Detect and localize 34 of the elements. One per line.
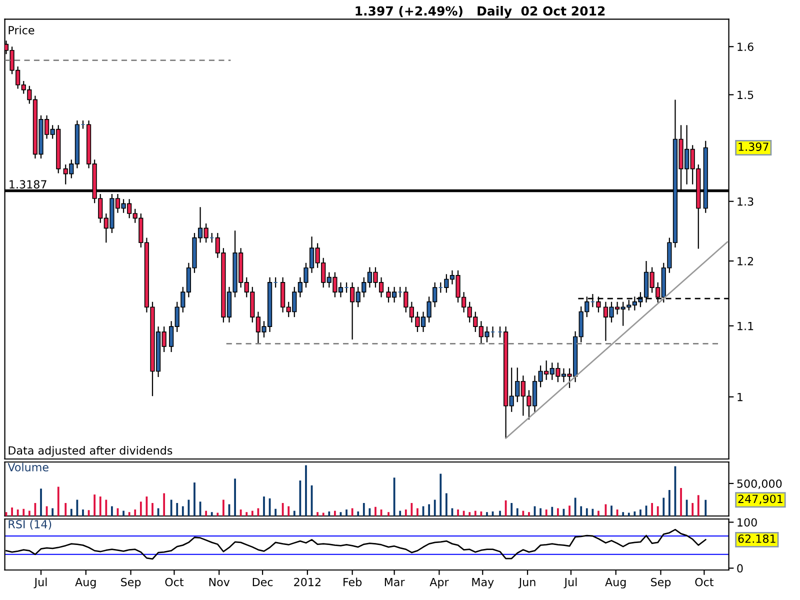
x-tick-label: Sep <box>121 578 141 588</box>
y-tick-label: 1.5 <box>738 90 754 100</box>
annotation: 1.397 <box>738 142 768 151</box>
x-tick-label: May <box>472 578 494 588</box>
y-axis-title: RSI (14) <box>8 520 52 530</box>
x-tick-label: Dec <box>252 578 273 586</box>
y-tick-label: 500,000 <box>737 479 782 489</box>
y-tick-label: 1 <box>738 392 742 402</box>
annotation: 62.181 <box>738 534 776 543</box>
y-tick-label: 1.3 <box>738 197 754 206</box>
y-tick-label: 1.1 <box>738 322 754 330</box>
x-tick-label: Aug <box>605 578 626 588</box>
y-axis-title: Price <box>8 26 34 34</box>
y-axis-title: Volume <box>8 462 48 472</box>
chart-title: 1.397 (+2.49%) Daily 02 Oct 2012 <box>356 6 605 18</box>
x-tick-label: Aug <box>75 578 96 588</box>
x-tick-label: Nov <box>209 578 230 586</box>
y-tick-label: 0 <box>737 564 743 573</box>
y-tick-label: 100 <box>738 518 757 527</box>
y-tick-label: 1.2 <box>738 256 753 266</box>
annotation: Data adjusted after dividends <box>8 446 172 457</box>
x-tick-label: Feb <box>344 578 362 586</box>
x-tick-label: Apr <box>430 578 449 588</box>
x-tick-label: Oct <box>165 578 184 586</box>
x-tick-label: Jul <box>34 578 47 588</box>
x-tick-label: Mar <box>384 578 405 586</box>
x-tick-label: Jul <box>564 578 577 588</box>
x-tick-label: Oct <box>695 578 714 586</box>
x-tick-label: Sep <box>651 578 671 588</box>
annotation: 247,901 <box>738 494 782 504</box>
y-tick-label: 1.6 <box>738 42 754 52</box>
ref-line-label: 1.3187 <box>10 180 46 189</box>
x-tick-label: 2012 <box>294 578 320 586</box>
x-tick-label: Jun <box>518 578 536 588</box>
